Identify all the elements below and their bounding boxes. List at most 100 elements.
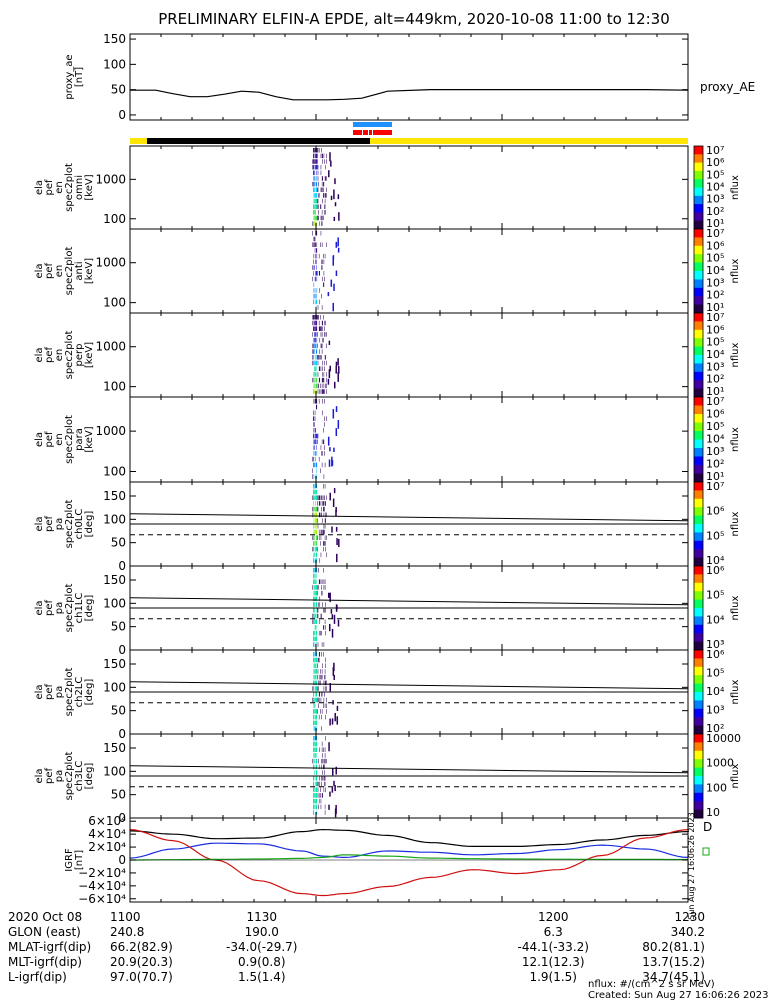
spectrogram-cell [315, 798, 317, 804]
spectrogram-cell [334, 712, 336, 722]
colorbar-segment [694, 591, 703, 601]
spectrogram-cell [313, 377, 314, 383]
spectrogram-cell [337, 619, 340, 627]
loss-cone-line [129, 597, 689, 606]
spectrogram-cell [313, 541, 315, 546]
spectrogram-cell [316, 315, 318, 320]
spectrogram-cell [312, 221, 313, 226]
spectrogram-cell [315, 518, 316, 523]
spectrogram-cell [313, 529, 314, 535]
x-axis-row-label: MLT-igrf(dip) [8, 955, 82, 969]
colorbar-segment [694, 708, 703, 718]
spectrogram-cell [313, 709, 315, 714]
spectrogram-cell [325, 332, 327, 337]
spectrogram-cell [314, 315, 316, 320]
y-tick-label: 150 [103, 32, 126, 46]
y-axis-label-line: pef [44, 179, 55, 196]
y-tick-label: 0 [118, 853, 126, 867]
spectrogram-cell [314, 546, 316, 552]
spectrogram-cell [338, 212, 340, 221]
spectrogram-cell [315, 546, 316, 552]
spectrogram-cell [313, 259, 314, 265]
spectrogram-cell [323, 608, 324, 613]
spectrogram-cell [313, 747, 314, 752]
colorbar-segment [694, 692, 703, 701]
spectrogram-cell [336, 705, 339, 711]
spectrogram-cell [318, 798, 320, 804]
spectrogram-cell [320, 215, 322, 221]
spectrogram-cell [324, 585, 326, 590]
spectrogram-cell [329, 592, 331, 603]
spectrogram-cell [323, 524, 325, 529]
colorbar-segment [694, 767, 703, 777]
spectrogram-cell [314, 764, 316, 770]
spectrogram-cell [315, 680, 316, 686]
spectrogram-cell [313, 462, 315, 468]
spectrogram-cell [325, 736, 326, 741]
spectrogram-cell [325, 372, 327, 377]
spectrogram-cell [314, 585, 315, 590]
colorbar-segment [694, 465, 703, 474]
spectrogram-cell [325, 383, 327, 389]
spectrogram-cell [314, 770, 315, 775]
spectrogram-cell [317, 781, 318, 787]
spectrogram-cell [314, 680, 315, 686]
colorbar-tick-label: 10⁵ [706, 336, 724, 349]
colorbar-label: nflux [730, 258, 741, 283]
spectrogram-cell [313, 804, 314, 810]
spectrogram-cell [324, 332, 325, 337]
spectrogram-cell [325, 518, 326, 523]
spectrogram-cell [322, 389, 323, 394]
spectrogram-cell [322, 187, 323, 193]
spectrogram-cell [324, 326, 325, 331]
spectrogram-cell [323, 377, 324, 383]
y-tick-label: 1000 [95, 256, 126, 270]
spectrogram-cell [316, 636, 318, 642]
spectrogram-cell [318, 697, 320, 703]
spectrogram-cell [315, 680, 317, 686]
spectrogram-cell [314, 462, 315, 468]
spectrogram-cell [315, 787, 317, 792]
spectrogram-cell [313, 776, 314, 781]
spectrogram-cell [317, 271, 318, 276]
spectrogram-cell [325, 541, 326, 546]
spectrogram-cell [329, 492, 331, 501]
spectrogram-cell [316, 529, 318, 535]
spectrogram-cell [323, 193, 325, 198]
colorbar-segment [694, 254, 703, 264]
spectrogram-cell [313, 546, 315, 552]
y-axis-label-line: para [74, 428, 85, 451]
spectrogram-cell [314, 337, 315, 343]
spectrogram-cell [314, 579, 315, 584]
spectrogram-cell [313, 427, 315, 433]
spectrogram-cell [323, 680, 325, 686]
spectrogram-cell [321, 741, 323, 747]
spectrogram-cell [314, 674, 316, 680]
colorbar-tick-label: 10 [706, 806, 720, 819]
spectrogram-cell [313, 764, 315, 770]
spectrogram-cell [316, 288, 318, 293]
colorbar-segment [694, 700, 703, 710]
y-tick-label: −2×10⁴ [78, 866, 126, 880]
colorbar-tick-label: 10⁷ [706, 144, 724, 157]
x-axis-row-label: GLON (east) [8, 925, 81, 939]
spectrogram-cell [312, 758, 313, 764]
spectrogram-cell [314, 484, 315, 489]
spectrogram-cell [315, 326, 316, 331]
spectrogram-cell [324, 608, 325, 613]
spectrogram-cell [315, 377, 317, 383]
x-axis-row-value: -44.1(-33.2) [517, 940, 588, 954]
y-axis-label-line: ela [34, 684, 45, 699]
spectrogram-cell [314, 332, 316, 337]
colorbar-segment [694, 809, 703, 819]
colorbar-tick-label: 10⁴ [706, 348, 725, 361]
panel-en_spec2plot_para: ela pef en spec2plot para [keV]10⁷10⁶10⁵10⁴10… [34, 395, 741, 483]
spectrogram-cell [320, 326, 322, 331]
colorbar-segment [694, 599, 703, 609]
colorbar-segment [694, 540, 703, 550]
spectrogram-cell [327, 378, 330, 385]
spectrogram-cell [328, 369, 331, 379]
colorbar-segment [694, 245, 703, 255]
spectrogram-cell [333, 283, 335, 291]
spectrogram-cell [314, 512, 315, 518]
